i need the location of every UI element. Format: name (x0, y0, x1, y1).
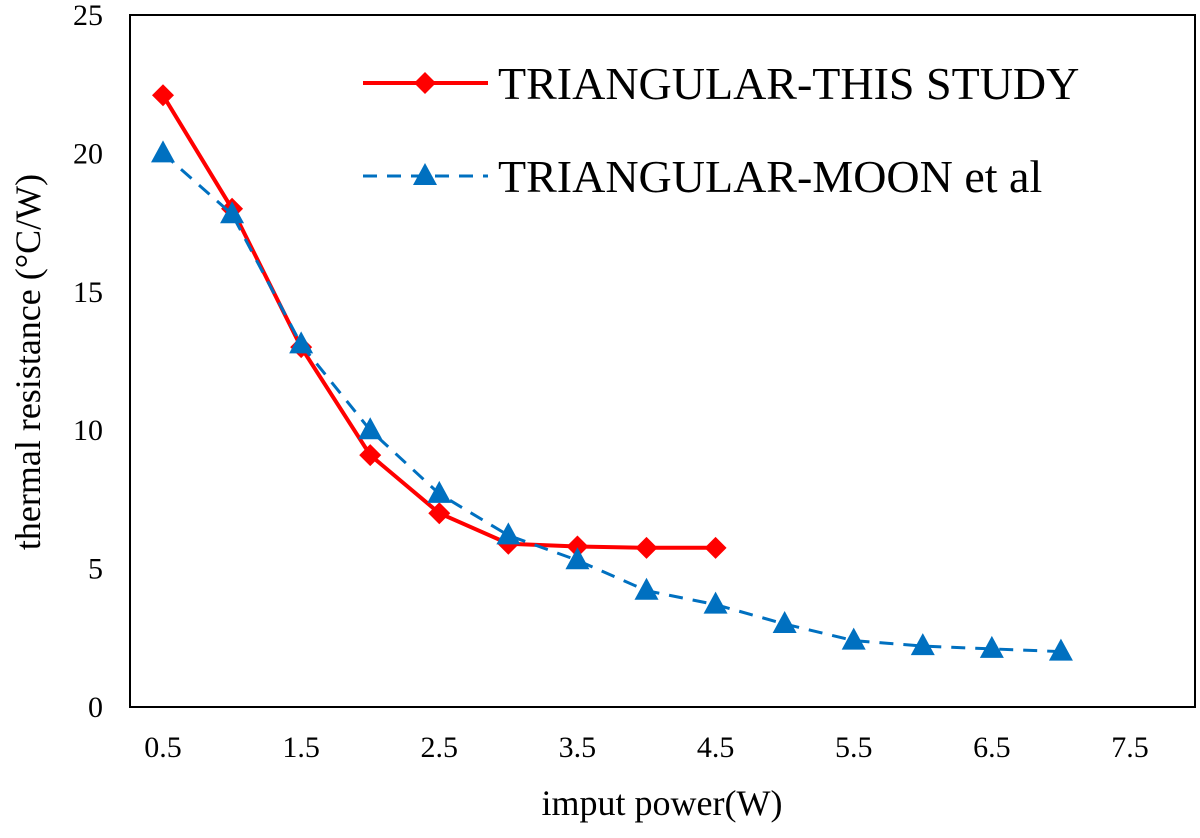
y-tick-label: 0 (88, 691, 103, 724)
data-point-diamond (635, 536, 658, 559)
data-point-triangle (289, 331, 314, 354)
data-point-triangle (358, 417, 383, 440)
y-axis-title: thermal resistance (°C/W) (8, 174, 48, 550)
data-point-triangle (841, 627, 866, 650)
x-tick-label: 5.5 (835, 731, 873, 764)
y-tick-label: 5 (88, 553, 103, 586)
data-point-triangle (151, 140, 175, 163)
y-tick-label: 20 (73, 137, 103, 170)
data-point-triangle (565, 547, 590, 570)
data-point-diamond (704, 536, 727, 559)
data-point-triangle (496, 522, 521, 545)
data-point-triangle (772, 610, 797, 633)
data-point-diamond (428, 502, 451, 525)
data-point-triangle (427, 480, 452, 503)
series-line (162, 152, 1061, 654)
legend-marker-moon (413, 163, 437, 185)
data-point-diamond (566, 535, 589, 558)
legend-item-this-study: TRIANGULAR-THIS STUDY (363, 58, 1079, 109)
y-tick-label: 15 (73, 276, 103, 309)
data-point-triangle (1048, 638, 1073, 661)
x-tick-label: 6.5 (973, 731, 1011, 764)
x-tick-label: 4.5 (697, 731, 735, 764)
data-point-triangle (979, 635, 1004, 658)
x-tick-label: 7.5 (1111, 731, 1149, 764)
x-axis-title: imput power(W) (542, 783, 783, 823)
plot-area-frame (129, 14, 1196, 708)
y-axis-ticks: 0 5 10 15 20 25 (73, 0, 103, 724)
series-2 (151, 140, 1073, 661)
y-tick-label: 25 (73, 0, 103, 32)
legend-label-moon: TRIANGULAR-MOON et al (498, 151, 1042, 202)
x-tick-label: 3.5 (559, 731, 597, 764)
data-point-triangle (910, 633, 935, 656)
x-tick-label: 0.5 (144, 731, 182, 764)
x-tick-label: 2.5 (421, 731, 459, 764)
y-tick-label: 10 (73, 414, 103, 447)
data-point-triangle (703, 591, 728, 614)
x-axis-ticks: 0.5 1.5 2.5 3.5 4.5 5.5 6.5 7.5 (144, 731, 1149, 764)
data-point-triangle (220, 201, 245, 224)
data-point-diamond (359, 444, 382, 467)
x-tick-label: 1.5 (282, 731, 320, 764)
legend-label-this-study: TRIANGULAR-THIS STUDY (498, 58, 1079, 109)
legend-marker-this-study (414, 72, 436, 94)
data-point-diamond (152, 84, 174, 107)
data-point-triangle (634, 577, 659, 600)
legend-item-moon: TRIANGULAR-MOON et al (363, 151, 1042, 202)
series-layer (151, 84, 1073, 661)
legend: TRIANGULAR-THIS STUDY TRIANGULAR-MOON et… (363, 58, 1079, 202)
